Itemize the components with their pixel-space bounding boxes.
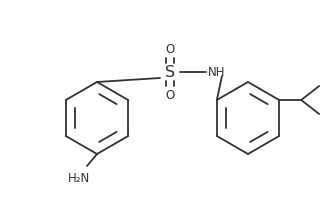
Text: NH: NH <box>208 65 226 78</box>
Text: O: O <box>165 43 175 56</box>
Text: O: O <box>165 88 175 101</box>
Text: S: S <box>165 64 175 80</box>
Text: H₂N: H₂N <box>68 172 90 185</box>
